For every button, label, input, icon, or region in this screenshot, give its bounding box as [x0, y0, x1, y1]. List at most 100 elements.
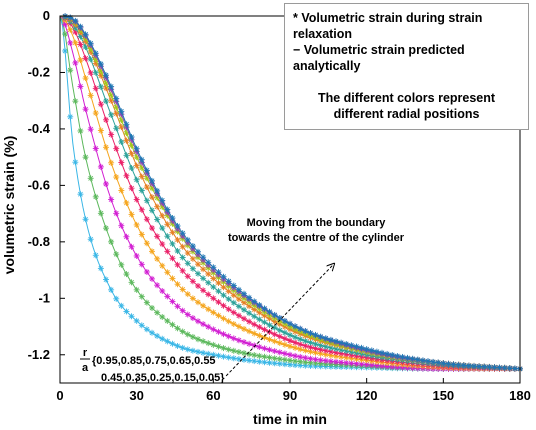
- data-point-marker: [230, 309, 237, 316]
- data-point-marker: [195, 299, 201, 306]
- data-point-marker: [200, 338, 207, 345]
- data-point-marker: [225, 278, 232, 285]
- data-point-marker: [159, 212, 166, 219]
- data-point-marker: [292, 352, 299, 359]
- data-point-marker: [92, 252, 99, 259]
- data-point-marker: [72, 17, 79, 24]
- data-point-marker: [143, 299, 150, 306]
- data-point-marker: [184, 260, 191, 267]
- data-point-marker: [133, 145, 140, 152]
- data-point-marker: [281, 329, 288, 336]
- data-point-marker: [271, 355, 278, 362]
- data-point-marker: [225, 354, 232, 361]
- data-point-marker: [149, 225, 155, 232]
- data-point-marker: [292, 358, 299, 365]
- data-point-marker: [373, 348, 380, 355]
- data-point-marker: [200, 321, 207, 328]
- data-point-marker: [225, 346, 232, 353]
- data-point-marker: [195, 270, 201, 277]
- data-point-marker: [327, 358, 334, 365]
- data-point-marker: [164, 269, 171, 276]
- data-point-marker: [128, 185, 135, 192]
- data-point-marker: [138, 206, 145, 213]
- data-point-marker: [281, 317, 288, 324]
- data-point-marker: [133, 221, 140, 228]
- data-point-marker: [384, 350, 391, 357]
- legend-marker-entry-cont: relaxation: [293, 27, 353, 41]
- data-point-marker: [97, 163, 104, 170]
- data-point-marker: [215, 328, 222, 335]
- data-point-marker: [159, 241, 166, 248]
- data-point-marker: [97, 101, 104, 108]
- data-point-marker: [174, 261, 181, 268]
- data-point-marker: [128, 313, 135, 320]
- data-point-marker: [266, 308, 273, 315]
- data-point-marker: [205, 350, 212, 357]
- data-point-marker: [92, 193, 99, 200]
- data-point-marker: [195, 318, 201, 325]
- data-point-marker: [154, 216, 161, 223]
- data-point-marker: [215, 299, 222, 306]
- data-point-marker: [251, 330, 258, 337]
- data-point-marker: [205, 279, 212, 286]
- data-point-marker: [266, 346, 273, 353]
- data-point-marker: [246, 328, 253, 335]
- data-point-marker: [287, 332, 293, 339]
- data-point-marker: [496, 364, 503, 371]
- data-point-marker: [179, 307, 186, 314]
- data-point-marker: [164, 233, 171, 240]
- data-point-marker: [149, 275, 155, 282]
- data-point-marker: [87, 40, 94, 47]
- data-point-marker: [138, 293, 145, 300]
- data-point-marker: [266, 354, 273, 361]
- data-point-marker: [108, 111, 115, 118]
- data-point-marker: [108, 286, 115, 293]
- data-point-marker: [103, 225, 109, 232]
- data-point-marker: [343, 351, 350, 358]
- data-point-marker: [450, 361, 457, 368]
- data-point-marker: [297, 341, 304, 348]
- data-point-marker: [118, 261, 125, 268]
- data-point-marker: [128, 133, 135, 140]
- data-point-marker: [225, 306, 232, 313]
- data-point-marker: [159, 313, 166, 320]
- data-point-marker: [281, 335, 288, 342]
- data-point-marker: [143, 184, 150, 191]
- data-point-marker: [143, 240, 150, 247]
- data-point-marker: [195, 261, 201, 268]
- data-point-marker: [271, 331, 278, 338]
- data-point-marker: [246, 357, 253, 364]
- data-point-marker: [256, 343, 263, 350]
- data-point-marker: [322, 335, 329, 342]
- data-point-marker: [205, 323, 212, 330]
- data-point-marker: [113, 125, 120, 132]
- data-point-marker: [179, 286, 186, 293]
- data-point-marker: [225, 333, 232, 340]
- data-point-marker: [195, 348, 201, 355]
- axes-layer: 0 30 60 90 120 150 180 0 -0.2 -0.4 -0.6 -0.8 -1 -1.2: [28, 8, 531, 403]
- data-point-marker: [133, 286, 140, 293]
- data-point-marker: [210, 341, 217, 348]
- data-point-marker: [123, 121, 130, 128]
- y-tick-label: -1: [38, 290, 50, 305]
- data-point-marker: [113, 104, 120, 111]
- data-point-marker: [123, 233, 130, 240]
- data-point-marker: [200, 254, 207, 261]
- data-point-marker: [149, 329, 155, 336]
- data-point-marker: [179, 230, 186, 237]
- data-point-marker: [103, 116, 109, 123]
- data-point-marker: [251, 358, 258, 365]
- data-point-marker: [123, 271, 130, 278]
- x-tick-label: 30: [129, 388, 143, 403]
- data-point-marker: [511, 365, 518, 372]
- data-point-marker: [261, 305, 268, 312]
- series-group: [59, 13, 523, 372]
- x-tick-label: 60: [206, 388, 220, 403]
- y-tick-label: -0.8: [28, 234, 50, 249]
- data-point-marker: [154, 282, 161, 289]
- data-point-marker: [128, 165, 135, 172]
- radial-positions-line1: {0.95,0.85,0.75,0.65,0.55: [92, 355, 216, 367]
- data-point-marker: [77, 23, 84, 30]
- data-point-marker: [297, 336, 304, 343]
- data-point-marker: [154, 332, 161, 339]
